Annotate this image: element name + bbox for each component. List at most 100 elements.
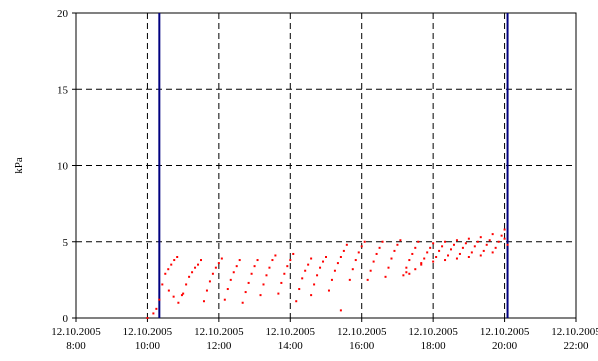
- data-point: [177, 301, 180, 304]
- data-point: [485, 243, 488, 246]
- data-point: [450, 248, 452, 251]
- data-point: [247, 281, 250, 284]
- data-point: [188, 275, 191, 278]
- data-point: [327, 289, 330, 292]
- data-point: [325, 256, 327, 258]
- x-tick-time: 20:00: [492, 340, 518, 352]
- data-point: [241, 301, 244, 304]
- data-point: [426, 251, 429, 254]
- y-tick-label: 20: [57, 8, 69, 20]
- data-point: [310, 294, 313, 297]
- data-point: [307, 263, 310, 266]
- data-point: [172, 295, 175, 298]
- data-point: [180, 294, 183, 297]
- data-point: [229, 278, 232, 281]
- data-point: [503, 228, 506, 231]
- data-point: [491, 233, 494, 236]
- data-point: [455, 239, 458, 242]
- data-point: [491, 251, 494, 254]
- data-point: [220, 257, 223, 260]
- data-point: [378, 246, 381, 249]
- data-point: [238, 259, 241, 262]
- data-point: [464, 242, 467, 245]
- data-point: [488, 239, 491, 242]
- data-point: [432, 260, 435, 263]
- data-point: [447, 254, 450, 257]
- data-point: [223, 298, 226, 301]
- data-point: [259, 294, 262, 297]
- data-point: [283, 272, 286, 275]
- x-tick-time: 10:00: [135, 340, 161, 352]
- x-tick-time: 14:00: [278, 340, 304, 352]
- data-point: [467, 256, 470, 258]
- data-point: [155, 307, 158, 310]
- data-point: [411, 252, 414, 255]
- data-point: [375, 252, 378, 255]
- data-point: [438, 249, 441, 252]
- data-point: [262, 283, 265, 286]
- data-point: [277, 292, 280, 295]
- x-tick-time: 8:00: [66, 340, 86, 352]
- data-point: [429, 246, 432, 249]
- data-point: [506, 243, 509, 246]
- data-point: [194, 266, 197, 269]
- data-point: [503, 237, 506, 240]
- data-point: [363, 240, 366, 243]
- data-points: [146, 228, 509, 319]
- data-point: [274, 254, 277, 257]
- data-point: [467, 237, 470, 240]
- data-point: [182, 292, 185, 295]
- data-point: [470, 251, 473, 254]
- data-point: [304, 269, 307, 272]
- data-point: [205, 289, 208, 292]
- data-point: [280, 281, 283, 284]
- data-point: [289, 259, 292, 262]
- grid-lines: [76, 13, 576, 318]
- data-point: [164, 272, 167, 275]
- data-point: [208, 280, 211, 283]
- data-point: [197, 263, 200, 266]
- data-point: [396, 243, 399, 246]
- data-point: [390, 257, 393, 260]
- data-point: [342, 249, 345, 252]
- data-point: [250, 272, 253, 275]
- data-point: [313, 283, 316, 286]
- x-tick-date: 12.10.2005: [194, 326, 244, 338]
- data-point: [357, 251, 360, 254]
- data-point: [339, 309, 342, 312]
- data-point: [414, 268, 417, 271]
- data-point: [310, 257, 313, 260]
- data-point: [316, 274, 319, 277]
- x-tick-time: 16:00: [349, 340, 375, 352]
- data-point: [393, 249, 396, 252]
- data-point: [211, 272, 214, 275]
- data-point: [301, 277, 304, 280]
- data-point: [405, 266, 408, 269]
- data-point: [479, 236, 482, 239]
- data-point: [146, 317, 149, 319]
- data-point: [271, 259, 274, 262]
- data-point: [360, 245, 363, 248]
- data-point: [432, 242, 435, 245]
- data-point: [458, 252, 461, 255]
- x-tick-time: 18:00: [421, 340, 447, 352]
- data-point: [402, 274, 405, 277]
- x-tick-time: 22:00: [563, 340, 589, 352]
- data-point: [417, 240, 420, 243]
- data-point: [476, 240, 479, 243]
- data-point: [408, 259, 411, 262]
- data-point: [444, 240, 447, 243]
- data-point: [170, 263, 173, 266]
- data-point: [494, 246, 497, 249]
- data-point: [381, 240, 384, 243]
- data-point: [185, 283, 188, 286]
- data-point: [202, 300, 205, 303]
- data-point: [500, 234, 503, 237]
- data-point: [191, 271, 194, 274]
- x-tick-date: 12.10.2005: [337, 326, 387, 338]
- data-point: [369, 269, 372, 272]
- data-point: [268, 266, 271, 269]
- x-tick-date: 12.10.2005: [480, 326, 530, 338]
